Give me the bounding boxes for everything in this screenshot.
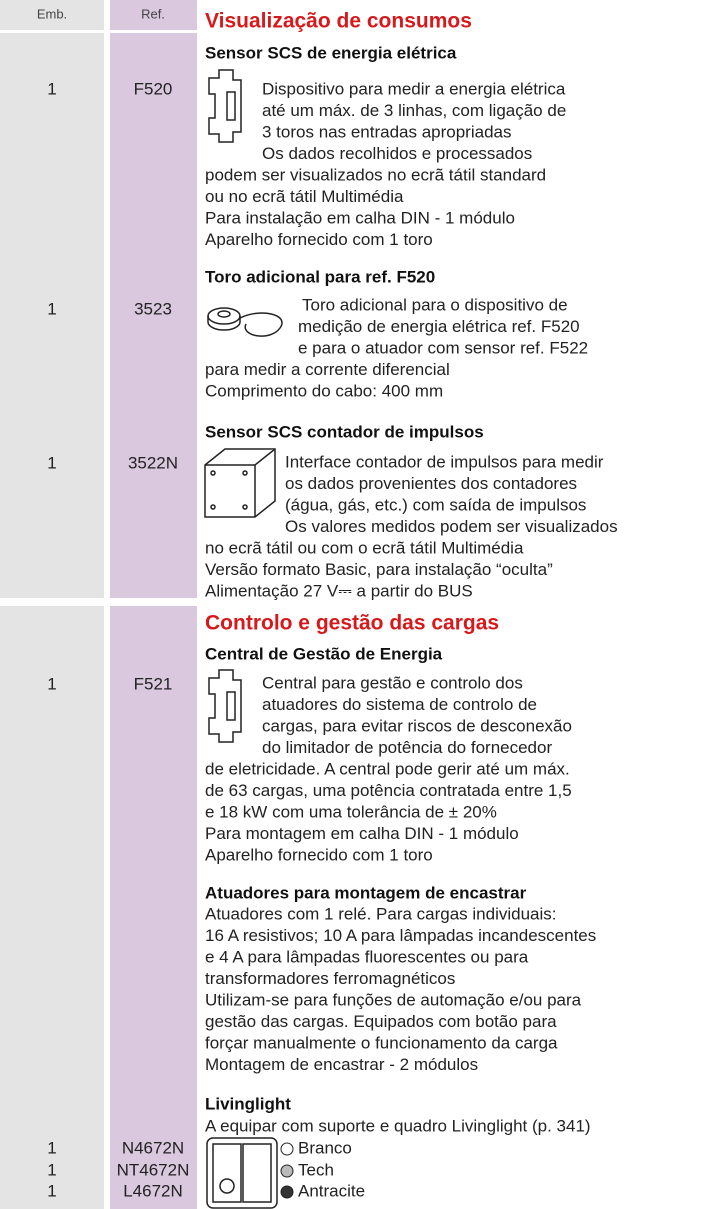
description-line: ou no ecrã tátil Multimédia <box>205 187 404 206</box>
emb-value: 1 <box>47 453 56 472</box>
emb-header: Emb. <box>37 6 67 21</box>
product-name: Livinglight <box>205 1094 291 1113</box>
description-line: e para o atuador com sensor ref. F522 <box>298 338 588 357</box>
description-line: de 63 cargas, uma potência contratada en… <box>205 781 572 800</box>
emb-value: 1 <box>47 1181 56 1200</box>
description-line: do limitador de potência do fornecedor <box>262 738 552 757</box>
screw <box>242 504 248 510</box>
description-line: forçar manualmente o funcionamento da ca… <box>205 1033 558 1052</box>
section-title: Controlo e gestão das cargas <box>205 612 499 635</box>
variant-swatch <box>280 1164 294 1178</box>
screw <box>210 470 216 476</box>
description-line: Dispositivo para medir a energia elétric… <box>262 79 566 98</box>
emb-column-bg <box>0 606 104 1209</box>
description-line: Montagem de encastrar - 2 módulos <box>205 1055 478 1074</box>
description-line: Comprimento do cabo: 400 mm <box>205 381 443 400</box>
ref-value: 3522N <box>128 453 178 472</box>
description-line: podem ser visualizados no ecrã tátil sta… <box>205 165 546 184</box>
ref-header-bg <box>110 0 197 30</box>
description-line: Interface contador de impulsos para medi… <box>285 452 604 471</box>
variant-swatch <box>280 1185 294 1199</box>
description-line: e 18 kW com uma tolerância de ± 20% <box>205 802 497 821</box>
description-line: Versão formato Basic, para instalação “o… <box>205 560 553 579</box>
description-line: transformadores ferromagnéticos <box>205 969 455 988</box>
ref-value: 3523 <box>134 299 172 318</box>
description-line: gestão das cargas. Equipados com botão p… <box>205 1012 557 1031</box>
ref-value: F520 <box>134 79 173 98</box>
product-name: Atuadores para montagem de encastrar <box>205 883 527 902</box>
emb-value: 1 <box>47 1138 56 1157</box>
ref-value: N4672N <box>122 1138 184 1157</box>
emb-value: 1 <box>47 79 56 98</box>
description-line: atuadores do sistema de controlo de <box>262 695 537 714</box>
ref-value: L4672N <box>123 1181 183 1200</box>
ref-column-bg <box>110 33 197 598</box>
section-title: Visualização de consumos <box>205 10 472 33</box>
description-line: medição de energia elétrica ref. F520 <box>298 317 580 336</box>
description-line: Para instalação em calha DIN - 1 módulo <box>205 208 515 227</box>
box-side <box>204 448 276 518</box>
ref-value: NT4672N <box>117 1160 190 1179</box>
din-module-icon <box>208 669 242 743</box>
product-name: Sensor SCS de energia elétrica <box>205 43 457 62</box>
icon-detail <box>226 91 236 121</box>
product-name: Sensor SCS contador de impulsos <box>205 422 484 441</box>
icon-outline <box>208 669 242 743</box>
toro-body <box>207 316 241 331</box>
description-line: cargas, para evitar riscos de desconexão <box>262 716 572 735</box>
description-line: até um máx. de 3 linhas, com ligação de <box>262 101 566 120</box>
description-line: 16 A resistivos; 10 A para lâmpadas inca… <box>205 926 596 945</box>
description-line: Aparelho fornecido com 1 toro <box>205 845 433 864</box>
knob <box>219 1178 235 1194</box>
toro-icon <box>207 307 283 337</box>
description-line: para medir a corrente diferencial <box>205 360 450 379</box>
emb-value: 1 <box>47 299 56 318</box>
variant-label: Branco <box>298 1138 352 1157</box>
ref-column-bg <box>110 606 197 1209</box>
product-name: Toro adicional para ref. F520 <box>205 267 435 286</box>
screw <box>210 504 216 510</box>
description-line: Alimentação 27 V⎓ a partir do BUS <box>205 581 473 600</box>
emb-value: 1 <box>47 674 56 693</box>
emb-value: 1 <box>47 1160 56 1179</box>
description-line: Toro adicional para o dispositivo de <box>302 295 568 314</box>
cable <box>239 312 283 337</box>
ref-header: Ref. <box>141 6 165 21</box>
ref-value: F521 <box>134 674 173 693</box>
icon-detail <box>226 691 236 721</box>
pulse-interface-icon <box>204 448 276 518</box>
description-line: Para montagem em calha DIN - 1 módulo <box>205 824 519 843</box>
right-module <box>242 1143 272 1203</box>
description-line: 3 toros nas entradas apropriadas <box>262 122 512 141</box>
description-line: no ecrã tátil ou com o ecrã tátil Multim… <box>205 538 524 557</box>
emb-header-bg <box>0 0 104 30</box>
description-line: Atuadores com 1 relé. Para cargas indivi… <box>205 904 557 923</box>
variant-swatch <box>280 1142 294 1156</box>
description-line: A equipar com suporte e quadro Livinglig… <box>205 1116 591 1135</box>
description-line: de eletricidade. A central pode gerir at… <box>205 759 570 778</box>
description-line: os dados provenientes dos contadores <box>285 474 577 493</box>
description-line: e 4 A para lâmpadas fluorescentes ou par… <box>205 947 529 966</box>
box-edge <box>205 448 276 517</box>
livinglight-icon <box>206 1137 278 1209</box>
description-line: (água, gás, etc.) com saída de impulsos <box>285 495 586 514</box>
icon-outline <box>208 69 242 143</box>
emb-column-bg <box>0 33 104 598</box>
din-module-icon <box>208 69 242 143</box>
description-line: Utilizam-se para funções de automação e/… <box>205 990 582 1009</box>
toro-hole <box>217 310 231 318</box>
variant-label: Tech <box>298 1160 334 1179</box>
description-line: Os valores medidos podem ser visualizado… <box>285 517 618 536</box>
description-line: Os dados recolhidos e processados <box>262 144 532 163</box>
variant-label: Antracite <box>298 1181 365 1200</box>
screw <box>242 470 248 476</box>
description-line: Aparelho fornecido com 1 toro <box>205 230 433 249</box>
product-name: Central de Gestão de Energia <box>205 644 443 663</box>
description-line: Central para gestão e controlo dos <box>262 673 523 692</box>
